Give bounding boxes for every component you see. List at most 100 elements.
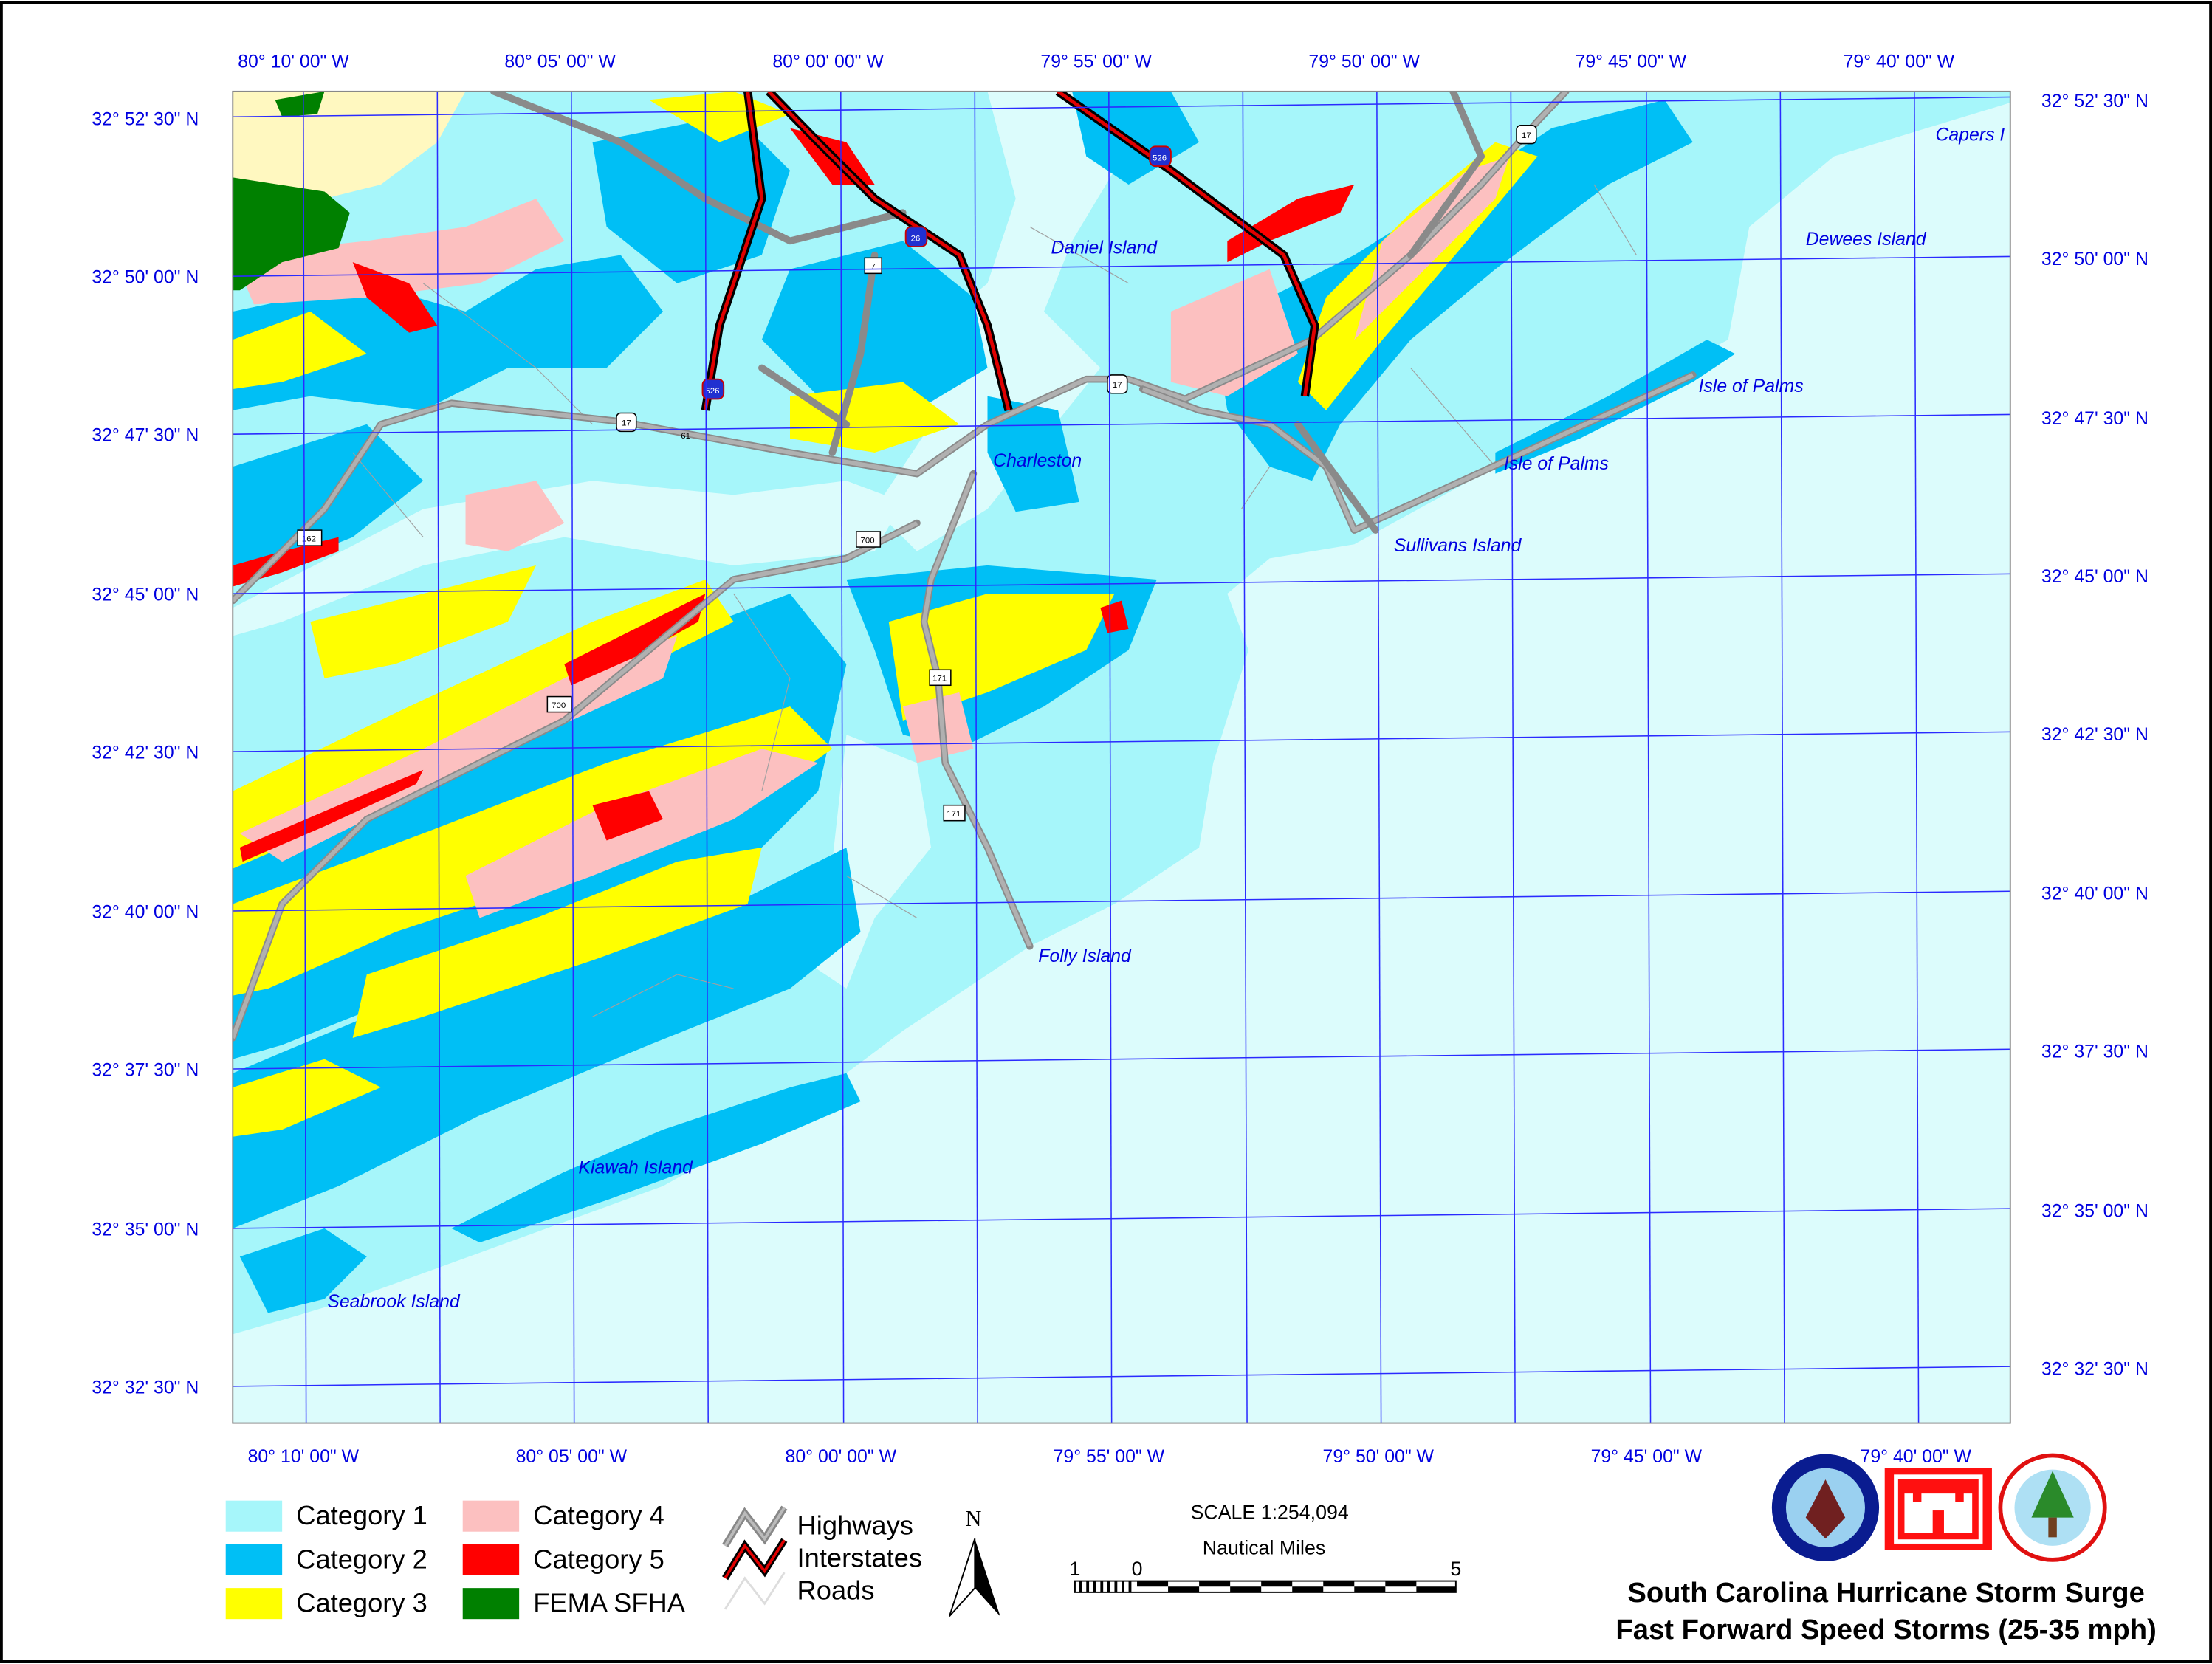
place-label-daniel-island: Daniel Island <box>1051 238 1158 258</box>
top-longitude-labels: 80° 10' 00" W 80° 05' 00" W 80° 00' 00" … <box>238 52 1954 72</box>
svg-text:0: 0 <box>1132 1558 1143 1580</box>
i-526-shield: 526 <box>701 378 725 400</box>
us-17-shield: 17 <box>1107 374 1128 394</box>
svg-text:32° 40' 00" N: 32° 40' 00" N <box>2041 884 2149 904</box>
svg-text:32° 42' 30" N: 32° 42' 30" N <box>92 743 199 763</box>
svg-text:79° 50' 00" W: 79° 50' 00" W <box>1323 1447 1435 1467</box>
legend: Category 1 Category 2 Category 3 Categor… <box>225 1500 1000 1620</box>
right-latitude-labels: 32° 52' 30" N 32° 50' 00" N 32° 47' 30" … <box>2041 92 2149 1380</box>
svg-text:79° 40' 00" W: 79° 40' 00" W <box>1844 52 1955 72</box>
svg-text:Interstates: Interstates <box>797 1542 922 1572</box>
svg-text:171: 171 <box>932 675 947 684</box>
svg-text:162: 162 <box>302 534 316 543</box>
svg-text:32° 32' 30" N: 32° 32' 30" N <box>92 1378 199 1397</box>
scale-units: Nautical Miles <box>1203 1536 1326 1558</box>
svg-text:79° 50' 00" W: 79° 50' 00" W <box>1308 52 1420 72</box>
sc-7-shield: 7 <box>864 257 882 275</box>
svg-text:700: 700 <box>552 701 566 710</box>
svg-text:79° 45' 00" W: 79° 45' 00" W <box>1576 52 1687 72</box>
place-label-sullivans-island: Sullivans Island <box>1394 536 1522 556</box>
legend-label: FEMA SFHA <box>533 1588 686 1618</box>
legend-swatch-fema-sfha <box>462 1588 520 1620</box>
svg-text:61: 61 <box>681 432 690 441</box>
bottom-longitude-labels: 80° 10' 00" W 80° 05' 00" W 80° 00' 00" … <box>248 1447 1972 1467</box>
svg-text:5: 5 <box>1450 1558 1461 1580</box>
svg-text:32° 40' 00" N: 32° 40' 00" N <box>92 903 199 923</box>
svg-text:32° 50' 00" N: 32° 50' 00" N <box>2041 250 2149 269</box>
i-526-shield: 526 <box>1149 145 1172 168</box>
place-label-charleston: Charleston <box>993 451 1082 471</box>
svg-text:32° 35' 00" N: 32° 35' 00" N <box>2041 1202 2149 1222</box>
svg-text:17: 17 <box>1522 131 1531 140</box>
svg-text:Highways: Highways <box>797 1510 913 1541</box>
map-title-line-1: South Carolina Hurricane Storm Surge <box>1627 1577 2145 1609</box>
svg-text:32° 45' 00" N: 32° 45' 00" N <box>2041 567 2149 587</box>
legend-label: Category 4 <box>533 1500 664 1530</box>
svg-text:17: 17 <box>622 419 631 428</box>
svg-text:80° 05' 00" W: 80° 05' 00" W <box>504 52 616 72</box>
svg-text:7: 7 <box>871 263 876 272</box>
us-17-shield: 17 <box>616 412 637 433</box>
svg-text:526: 526 <box>705 387 719 396</box>
svg-text:79° 45' 00" W: 79° 45' 00" W <box>1591 1447 1703 1467</box>
sc-700-shield: 700 <box>856 531 882 548</box>
svg-text:32° 42' 30" N: 32° 42' 30" N <box>2041 725 2149 745</box>
scale-ratio: SCALE 1:254,094 <box>1191 1502 1349 1524</box>
svg-text:32° 52' 30" N: 32° 52' 30" N <box>92 110 199 130</box>
place-label-seabrook-island: Seabrook Island <box>327 1292 461 1312</box>
svg-text:526: 526 <box>1153 154 1167 162</box>
place-label-isle-of-palms: Isle of Palms <box>1699 377 1804 396</box>
svg-text:32° 47' 30" N: 32° 47' 30" N <box>92 426 199 446</box>
legend-label: Category 5 <box>533 1544 664 1574</box>
svg-text:700: 700 <box>861 536 875 545</box>
legend-swatch-category-3 <box>225 1588 283 1620</box>
svg-text:32° 52' 30" N: 32° 52' 30" N <box>2041 92 2149 111</box>
sc-162-shield: 162 <box>297 529 323 546</box>
place-label-dewees-island: Dewees Island <box>1806 230 1927 250</box>
legend-label: Category 3 <box>296 1588 427 1618</box>
svg-text:79° 55' 00" W: 79° 55' 00" W <box>1054 1447 1165 1467</box>
legend-swatch-category-4 <box>462 1500 520 1532</box>
svg-text:80° 05' 00" W: 80° 05' 00" W <box>516 1447 628 1467</box>
legend-label: Category 1 <box>296 1500 427 1530</box>
place-label-folly-island: Folly Island <box>1038 946 1132 966</box>
legend-swatch-category-5 <box>462 1544 520 1575</box>
us-17-shield: 17 <box>1516 124 1537 145</box>
svg-text:79° 55' 00" W: 79° 55' 00" W <box>1040 52 1152 72</box>
svg-text:32° 37' 30" N: 32° 37' 30" N <box>92 1061 199 1081</box>
svg-text:32° 35' 00" N: 32° 35' 00" N <box>92 1220 199 1240</box>
svg-text:80° 10' 00" W: 80° 10' 00" W <box>248 1447 360 1467</box>
svg-text:80° 00' 00" W: 80° 00' 00" W <box>772 52 884 72</box>
svg-text:171: 171 <box>947 810 961 819</box>
map-frame[interactable]: 17 17 17 7 171 171 700 700 61 162 526 26… <box>233 91 2010 1423</box>
svg-text:80° 00' 00" W: 80° 00' 00" W <box>786 1447 897 1467</box>
upland-area <box>233 91 466 199</box>
svg-text:32° 47' 30" N: 32° 47' 30" N <box>2041 409 2149 429</box>
svg-text:79° 40' 00" W: 79° 40' 00" W <box>1861 1447 1972 1467</box>
sc-171-shield: 171 <box>929 669 952 687</box>
route-shields: 17 17 17 7 171 171 700 700 61 162 526 26… <box>297 124 1537 822</box>
sc-700-shield: 700 <box>546 695 572 713</box>
sc-171-shield: 171 <box>943 804 966 822</box>
road-line-symbol <box>724 1572 786 1610</box>
fema-sfha-zone <box>233 177 350 291</box>
legend-swatch-category-2 <box>225 1544 283 1575</box>
army-corps-castle-logo <box>1884 1468 1992 1550</box>
place-label-capers-island: Capers I <box>1936 126 2005 145</box>
svg-text:80° 10' 00" W: 80° 10' 00" W <box>238 52 349 72</box>
svg-text:32° 45' 00" N: 32° 45' 00" N <box>92 585 199 605</box>
svg-text:32° 37' 30" N: 32° 37' 30" N <box>2041 1042 2149 1062</box>
graticule <box>233 91 2010 1423</box>
place-label-kiawah-island: Kiawah Island <box>578 1158 693 1177</box>
svg-text:Roads: Roads <box>797 1575 875 1605</box>
fema-seal-logo <box>1771 1454 1880 1561</box>
sc-emergency-division-seal-logo <box>1998 1453 2107 1562</box>
svg-text:26: 26 <box>911 234 921 243</box>
i-26-shield: 26 <box>904 226 928 248</box>
scale-bar: SCALE 1:254,094 Nautical Miles 1 0 5 <box>1070 1502 1461 1593</box>
map-title-line-2: Fast Forward Speed Storms (25-35 mph) <box>1615 1614 2156 1646</box>
svg-text:32° 32' 30" N: 32° 32' 30" N <box>2041 1360 2149 1380</box>
legend-swatch-category-1 <box>225 1500 283 1532</box>
north-arrow-label: N <box>965 1506 981 1531</box>
